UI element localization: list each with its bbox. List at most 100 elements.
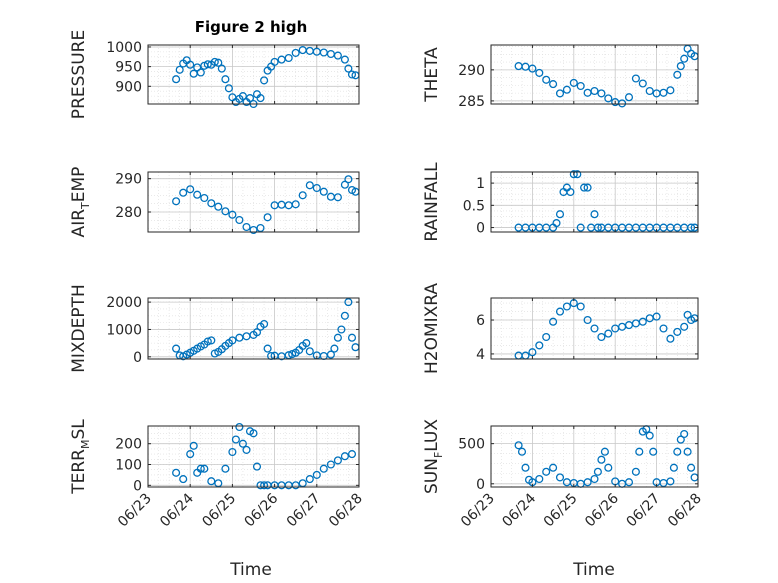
data-point xyxy=(631,74,640,83)
data-point xyxy=(687,463,696,472)
data-point xyxy=(298,191,307,200)
data-point xyxy=(597,332,606,342)
data-point xyxy=(337,325,346,334)
axes-box xyxy=(490,425,699,488)
y-axis-label-terr_msl: TERRMSL xyxy=(69,419,92,495)
data-point xyxy=(172,344,181,353)
y-axis-label-theta: THETA xyxy=(422,47,442,103)
data-point xyxy=(207,477,216,486)
data-point xyxy=(235,422,244,432)
data-point xyxy=(228,447,237,457)
data-point xyxy=(604,94,613,103)
data-point xyxy=(196,464,205,473)
data-point xyxy=(535,341,544,350)
y-tick-label: 950 xyxy=(115,60,142,76)
data-point xyxy=(669,463,678,472)
data-point xyxy=(238,439,247,448)
y-axis-label-mixdepth: MIXDEPTH xyxy=(69,284,89,373)
data-point xyxy=(645,86,654,96)
figure-title: Figure 2 high xyxy=(195,18,308,36)
axes-box xyxy=(490,44,699,105)
data-point xyxy=(242,445,251,454)
subplot-air_temp: 280 290 AIRTEMP xyxy=(69,167,360,238)
data-point xyxy=(312,183,321,193)
data-point xyxy=(312,470,321,479)
data-point xyxy=(260,481,269,490)
data-point xyxy=(590,210,599,219)
y-tick-label: 0 xyxy=(133,350,142,366)
data-point xyxy=(569,170,578,179)
data-point xyxy=(189,441,198,450)
data-point xyxy=(583,183,592,192)
data-point xyxy=(263,344,272,353)
data-point xyxy=(252,328,262,337)
data-point xyxy=(624,478,634,487)
y-axis-label-sun_flux: SUNFLUX xyxy=(422,419,445,494)
data-point xyxy=(555,473,565,482)
data-point xyxy=(333,456,342,465)
data-point xyxy=(175,65,184,74)
axes-box xyxy=(147,425,360,488)
data-point xyxy=(566,187,575,197)
data-point xyxy=(542,75,551,84)
data-point xyxy=(242,222,251,232)
data-point xyxy=(659,324,668,333)
data-point xyxy=(172,197,181,206)
axes-box xyxy=(490,297,699,360)
data-point xyxy=(635,447,644,456)
series-air_temp xyxy=(172,175,360,235)
data-point xyxy=(680,54,689,63)
y-axis-label-air_temp: AIRTEMP xyxy=(69,167,92,238)
data-point xyxy=(291,200,300,209)
data-point xyxy=(326,460,335,469)
data-point xyxy=(673,447,682,456)
data-point xyxy=(555,307,565,316)
series-theta xyxy=(514,44,699,108)
data-point xyxy=(347,450,357,459)
data-point xyxy=(172,468,181,477)
data-point xyxy=(228,210,237,219)
data-point xyxy=(555,210,565,219)
data-point xyxy=(214,58,223,67)
data-point xyxy=(260,319,269,329)
data-point xyxy=(319,464,328,473)
data-point xyxy=(600,447,609,456)
data-point xyxy=(562,302,571,311)
data-point xyxy=(597,455,606,464)
axes-box xyxy=(490,171,699,233)
data-point xyxy=(569,78,578,87)
data-point xyxy=(179,188,188,197)
data-point xyxy=(340,452,349,461)
data-point xyxy=(583,315,592,325)
data-point xyxy=(291,481,300,490)
axes-box xyxy=(147,171,360,233)
data-point xyxy=(514,441,523,450)
data-point xyxy=(200,464,209,473)
data-point xyxy=(549,317,558,326)
data-point xyxy=(221,464,230,473)
y-axis-label-h2omixra: H2OMIXRA xyxy=(422,283,442,374)
data-point xyxy=(347,333,357,342)
y-tick-label: 285 xyxy=(458,94,485,110)
data-point xyxy=(333,193,342,202)
data-point xyxy=(683,447,692,456)
data-point xyxy=(172,75,181,84)
data-point xyxy=(552,219,561,228)
data-point xyxy=(659,88,668,97)
data-point xyxy=(228,336,237,345)
data-point xyxy=(549,463,558,472)
data-point xyxy=(179,475,188,484)
data-point xyxy=(590,86,599,96)
data-point xyxy=(214,202,223,211)
data-point xyxy=(555,89,565,98)
data-point xyxy=(224,84,233,93)
data-point xyxy=(305,181,314,190)
data-point xyxy=(666,334,675,343)
y-tick-label: 2000 xyxy=(106,295,142,311)
y-axis-label-rainfall: RAINFALL xyxy=(422,162,442,242)
data-point xyxy=(645,431,654,440)
data-point xyxy=(302,339,311,348)
y-tick-label: 900 xyxy=(115,79,142,95)
y-tick-label: 6 xyxy=(476,313,485,329)
data-point xyxy=(549,80,558,89)
